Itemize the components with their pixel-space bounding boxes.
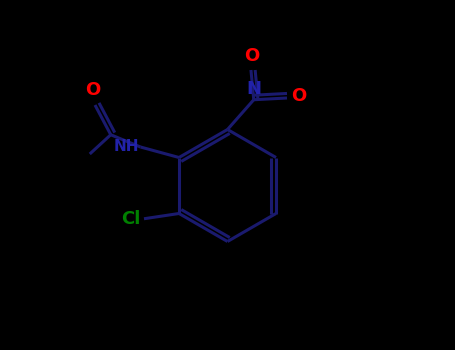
Text: O: O xyxy=(85,82,101,99)
Text: O: O xyxy=(244,47,260,65)
Text: NH: NH xyxy=(114,139,139,154)
Text: N: N xyxy=(246,80,261,98)
Text: O: O xyxy=(292,87,307,105)
Text: Cl: Cl xyxy=(121,210,141,228)
